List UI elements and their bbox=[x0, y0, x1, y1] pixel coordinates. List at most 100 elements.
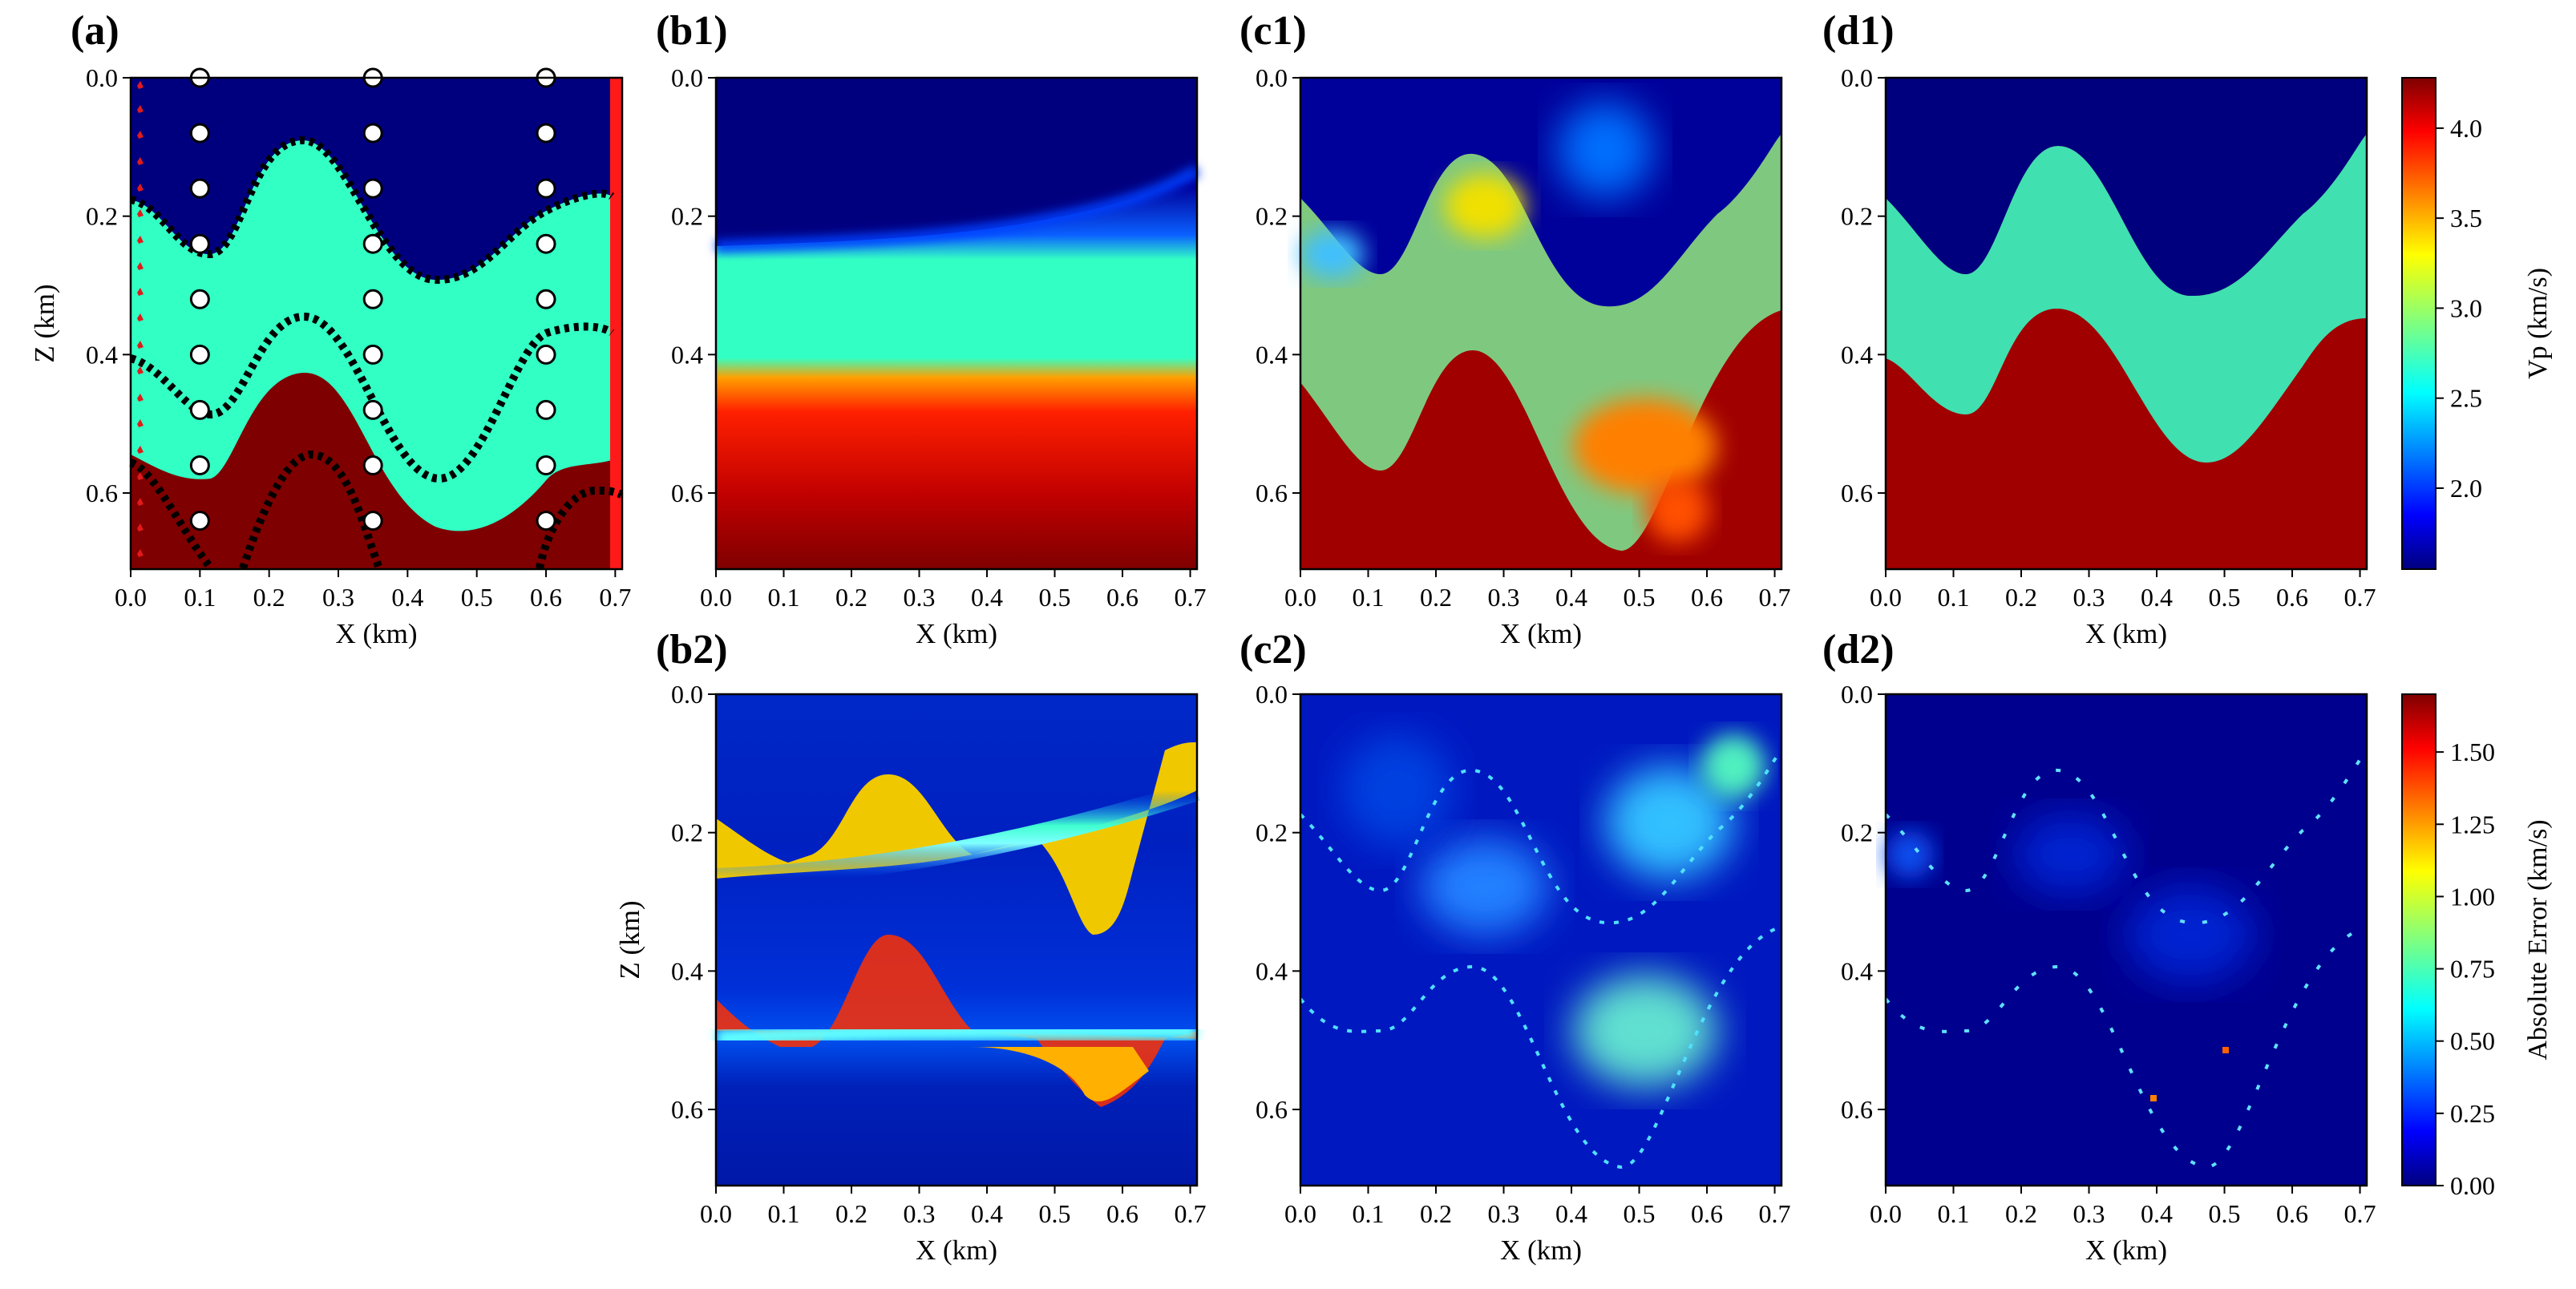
x-tick-label: 0.7 bbox=[2344, 1199, 2376, 1228]
x-tick-label: 0.1 bbox=[1353, 1199, 1385, 1228]
x-tick-label: 0.5 bbox=[1624, 1199, 1656, 1228]
source-stars bbox=[137, 81, 144, 557]
well-point bbox=[362, 399, 383, 420]
y-tick-label: 0.0 bbox=[1256, 63, 1288, 92]
x-tick-label: 0.1 bbox=[1938, 583, 1970, 612]
x-tick-label: 0.6 bbox=[1106, 583, 1138, 612]
y-tick-label: 0.4 bbox=[1256, 956, 1288, 985]
x-tick-label: 0.4 bbox=[971, 583, 1003, 612]
panel-label-b2: (b2) bbox=[656, 627, 728, 673]
x-tick-label: 0.7 bbox=[1759, 1199, 1791, 1228]
colorbar-label: Absolute Error (km/s) bbox=[2523, 819, 2553, 1060]
y-tick-label: 0.6 bbox=[671, 1095, 703, 1124]
x-tick-label: 0.1 bbox=[184, 583, 216, 612]
colorbar-tick-label: 0.50 bbox=[2450, 1027, 2495, 1056]
well-point bbox=[362, 455, 383, 475]
x-tick-label: 0.6 bbox=[1691, 583, 1723, 612]
x-tick-label: 0.0 bbox=[1284, 1199, 1316, 1228]
x-axis-label: X (km) bbox=[335, 618, 417, 649]
y-tick-label: 0.2 bbox=[671, 818, 703, 847]
interface-points bbox=[128, 135, 623, 572]
x-tick-label: 0.2 bbox=[253, 583, 285, 612]
colorbar-label: Vp (km/s) bbox=[2523, 268, 2553, 379]
x-tick-label: 0.1 bbox=[1938, 1199, 1970, 1228]
x-tick-label: 0.1 bbox=[1353, 583, 1385, 612]
panel-label-a: (a) bbox=[71, 8, 119, 54]
y-tick-label: 0.2 bbox=[671, 202, 703, 231]
y-tick-label: 0.4 bbox=[1256, 340, 1288, 369]
panel-b2: (b2) bbox=[656, 627, 1200, 1187]
x-tick-label: 0.0 bbox=[115, 583, 147, 612]
x-tick-label: 0.4 bbox=[391, 583, 423, 612]
well-point bbox=[189, 289, 210, 309]
x-tick-label: 0.2 bbox=[1420, 583, 1452, 612]
b1-top bbox=[716, 78, 1197, 246]
well-point bbox=[362, 178, 383, 199]
x-tick-label: 0.5 bbox=[1624, 583, 1656, 612]
x-tick-label: 0.2 bbox=[835, 583, 867, 612]
x-axis-label: X (km) bbox=[2085, 1234, 2167, 1266]
panel-label-d1: (d1) bbox=[1822, 8, 1895, 54]
well-point bbox=[189, 455, 210, 475]
y-tick-label: 0.2 bbox=[1841, 202, 1873, 231]
well-point bbox=[536, 399, 556, 420]
well-point bbox=[362, 123, 383, 143]
x-tick-label: 0.4 bbox=[1555, 1199, 1587, 1228]
x-axis-label: X (km) bbox=[916, 1234, 997, 1266]
x-tick-label: 0.1 bbox=[768, 583, 800, 612]
colorbar-tick-label: 2.5 bbox=[2450, 384, 2482, 413]
x-tick-label: 0.7 bbox=[599, 583, 631, 612]
b2-heatmap bbox=[716, 694, 1197, 1186]
x-tick-label: 0.4 bbox=[2141, 583, 2173, 612]
x-tick-label: 0.4 bbox=[2141, 1199, 2173, 1228]
x-tick-label: 0.2 bbox=[2005, 1199, 2037, 1228]
colorbar-tick-label: 0.00 bbox=[2450, 1171, 2495, 1200]
x-axis-label: X (km) bbox=[1500, 618, 1582, 649]
well-point bbox=[536, 289, 556, 309]
colorbar-tick-label: 3.5 bbox=[2450, 204, 2482, 232]
x-tick-label: 0.6 bbox=[530, 583, 562, 612]
panel-c1: (c1) bbox=[1239, 8, 1783, 571]
panel-c2: (c2) bbox=[1239, 627, 1783, 1187]
well-point bbox=[189, 399, 210, 420]
well-point bbox=[189, 123, 210, 143]
x-tick-label: 0.2 bbox=[2005, 583, 2037, 612]
colorbar-tick-label: 0.25 bbox=[2450, 1099, 2495, 1128]
y-tick-label: 0.6 bbox=[1256, 1095, 1288, 1124]
panel-label-c1: (c1) bbox=[1239, 8, 1307, 54]
colorbar-tick-label: 1.00 bbox=[2450, 882, 2495, 911]
x-tick-label: 0.6 bbox=[1691, 1199, 1723, 1228]
x-tick-label: 0.0 bbox=[700, 583, 732, 612]
x-tick-label: 0.3 bbox=[2073, 583, 2105, 612]
x-tick-label: 0.5 bbox=[2209, 583, 2241, 612]
y-tick-label: 0.2 bbox=[1841, 818, 1873, 847]
x-tick-label: 0.3 bbox=[1488, 583, 1520, 612]
y-tick-label: 0.4 bbox=[1841, 956, 1873, 985]
b1-edge bbox=[715, 165, 1200, 252]
y-tick-label: 0.0 bbox=[671, 680, 703, 709]
colorbar-tick-label: 4.0 bbox=[2450, 114, 2482, 143]
well-point bbox=[536, 344, 556, 365]
x-tick-label: 0.6 bbox=[1106, 1199, 1138, 1228]
y-tick-label: 0.6 bbox=[1841, 479, 1873, 507]
colorbar-tick-label: 0.75 bbox=[2450, 955, 2495, 984]
panel-a: (a) bbox=[71, 8, 624, 572]
x-tick-label: 0.7 bbox=[1759, 583, 1791, 612]
x-tick-label: 0.0 bbox=[1284, 583, 1316, 612]
well-point bbox=[536, 455, 556, 475]
well-point bbox=[536, 511, 556, 531]
y-tick-label: 0.0 bbox=[1841, 680, 1873, 709]
x-tick-label: 0.3 bbox=[322, 583, 354, 612]
x-tick-label: 0.7 bbox=[1175, 583, 1207, 612]
colorbar-err bbox=[2401, 693, 2436, 1186]
well-point bbox=[536, 123, 556, 143]
x-tick-label: 0.7 bbox=[2344, 583, 2376, 612]
well-point bbox=[189, 178, 210, 199]
b2-error-top bbox=[716, 742, 1197, 935]
panel-label-d2: (d2) bbox=[1822, 627, 1895, 673]
x-tick-label: 0.2 bbox=[835, 1199, 867, 1228]
x-tick-label: 0.2 bbox=[1420, 1199, 1452, 1228]
colorbar-tick-label: 2.0 bbox=[2450, 474, 2482, 503]
x-axis-label: X (km) bbox=[1500, 1234, 1582, 1266]
